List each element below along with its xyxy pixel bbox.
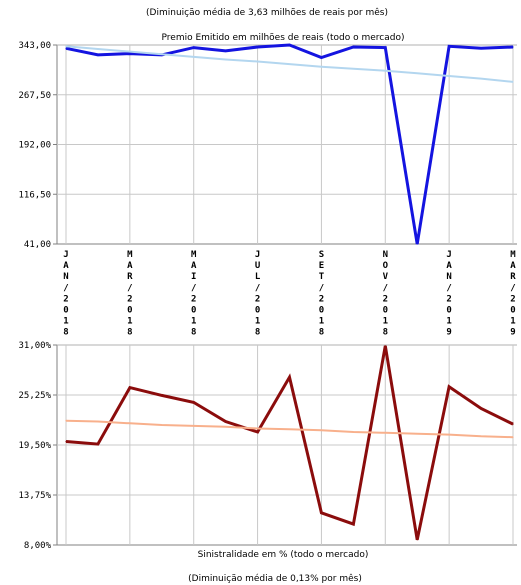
y-tick-label: 13,75% — [18, 491, 51, 501]
data-point — [320, 512, 323, 514]
data-point — [193, 47, 195, 49]
data-point — [129, 50, 131, 53]
data-point — [225, 420, 227, 423]
y-tick-label: 116,50 — [18, 190, 51, 200]
data-point — [161, 394, 163, 397]
data-point — [129, 52, 131, 55]
data-point — [512, 436, 514, 438]
data-point — [256, 431, 259, 433]
x-tick-label: J A N/2 0 1 9 — [446, 250, 452, 338]
x-tick-label: M A I/2 0 1 8 — [191, 250, 197, 338]
data-point — [384, 47, 386, 49]
y-tick-label: 8,00% — [24, 541, 52, 551]
data-point — [65, 47, 67, 49]
data-point — [512, 46, 514, 48]
y-tick-label: 192,00 — [18, 141, 51, 151]
data-point — [416, 243, 418, 245]
data-point — [288, 376, 291, 378]
data-point — [352, 68, 354, 70]
y-tick-label: 267,50 — [18, 91, 51, 101]
data-point — [97, 54, 99, 56]
series-line-0 — [65, 345, 514, 541]
data-point — [161, 424, 163, 426]
data-point — [416, 72, 418, 74]
data-point — [193, 425, 195, 427]
top-note: (Diminuição média de 3,63 milhões de rea… — [146, 7, 388, 18]
data-point — [129, 422, 131, 424]
data-point — [320, 56, 323, 59]
data-point — [161, 53, 163, 55]
data-point — [416, 539, 418, 541]
y-tick-label: 343,00 — [18, 41, 51, 51]
data-point — [256, 46, 259, 48]
x-tick-label: M A R/2 0 1 8 — [127, 250, 133, 338]
data-point — [97, 443, 99, 445]
data-point — [480, 47, 482, 49]
data-point — [352, 431, 354, 433]
data-point — [97, 48, 99, 50]
bottom-note: (Diminuição média de 0,13% por mês) — [188, 573, 362, 584]
data-point — [225, 426, 227, 428]
data-point — [512, 423, 514, 425]
data-point — [320, 66, 323, 68]
data-point — [480, 435, 482, 437]
data-point — [288, 428, 291, 430]
data-point — [384, 70, 386, 72]
x-tick-label: J A N/2 0 1 8 — [63, 250, 69, 338]
x-tick-label: M A R/2 0 1 9 — [510, 250, 516, 338]
data-point — [384, 432, 386, 434]
data-point — [320, 429, 323, 431]
data-point — [193, 401, 195, 403]
data-point — [225, 58, 227, 61]
data-point — [448, 433, 450, 436]
data-point — [448, 75, 450, 77]
y-tick-label: 25,25% — [18, 391, 51, 401]
premio-chart: 343,00 267,50 192,00 116,50 41,00 J A N/2 0 1 8 M A R… — [18, 41, 517, 338]
data-point — [384, 345, 386, 347]
chart2-title: Sinistralidade em % (todo o mercado) — [198, 550, 369, 560]
data-point — [512, 81, 514, 83]
data-point — [448, 386, 450, 388]
data-point — [65, 440, 67, 443]
data-point — [65, 420, 67, 422]
data-point — [448, 45, 450, 47]
data-point — [416, 433, 418, 435]
data-point — [288, 63, 291, 65]
sinistralidade-chart: 31,00% 25,25% 19,50% 13,75% 8,00% — [18, 341, 517, 551]
data-point — [256, 427, 259, 430]
x-tick-label: S E T/2 0 1 8 — [319, 250, 325, 338]
chart1-title: Premio Emitido em milhões de reais (todo… — [162, 33, 405, 43]
data-point — [225, 50, 227, 52]
data-point — [480, 78, 482, 80]
y-tick-label: 31,00% — [18, 341, 51, 351]
x-tick-label: N O V/2 0 1 8 — [383, 250, 389, 338]
data-point — [288, 44, 291, 46]
data-point — [352, 523, 354, 525]
data-point — [352, 46, 354, 48]
y-tick-label: 19,50% — [18, 441, 51, 451]
x-tick-label: J U L/2 0 1 8 — [255, 250, 261, 338]
data-point — [193, 56, 195, 58]
data-point — [256, 60, 259, 63]
data-point — [129, 387, 131, 389]
y-tick-label: 41,00 — [24, 240, 51, 250]
data-point — [65, 45, 67, 47]
data-point — [97, 420, 99, 423]
data-point — [480, 407, 482, 410]
